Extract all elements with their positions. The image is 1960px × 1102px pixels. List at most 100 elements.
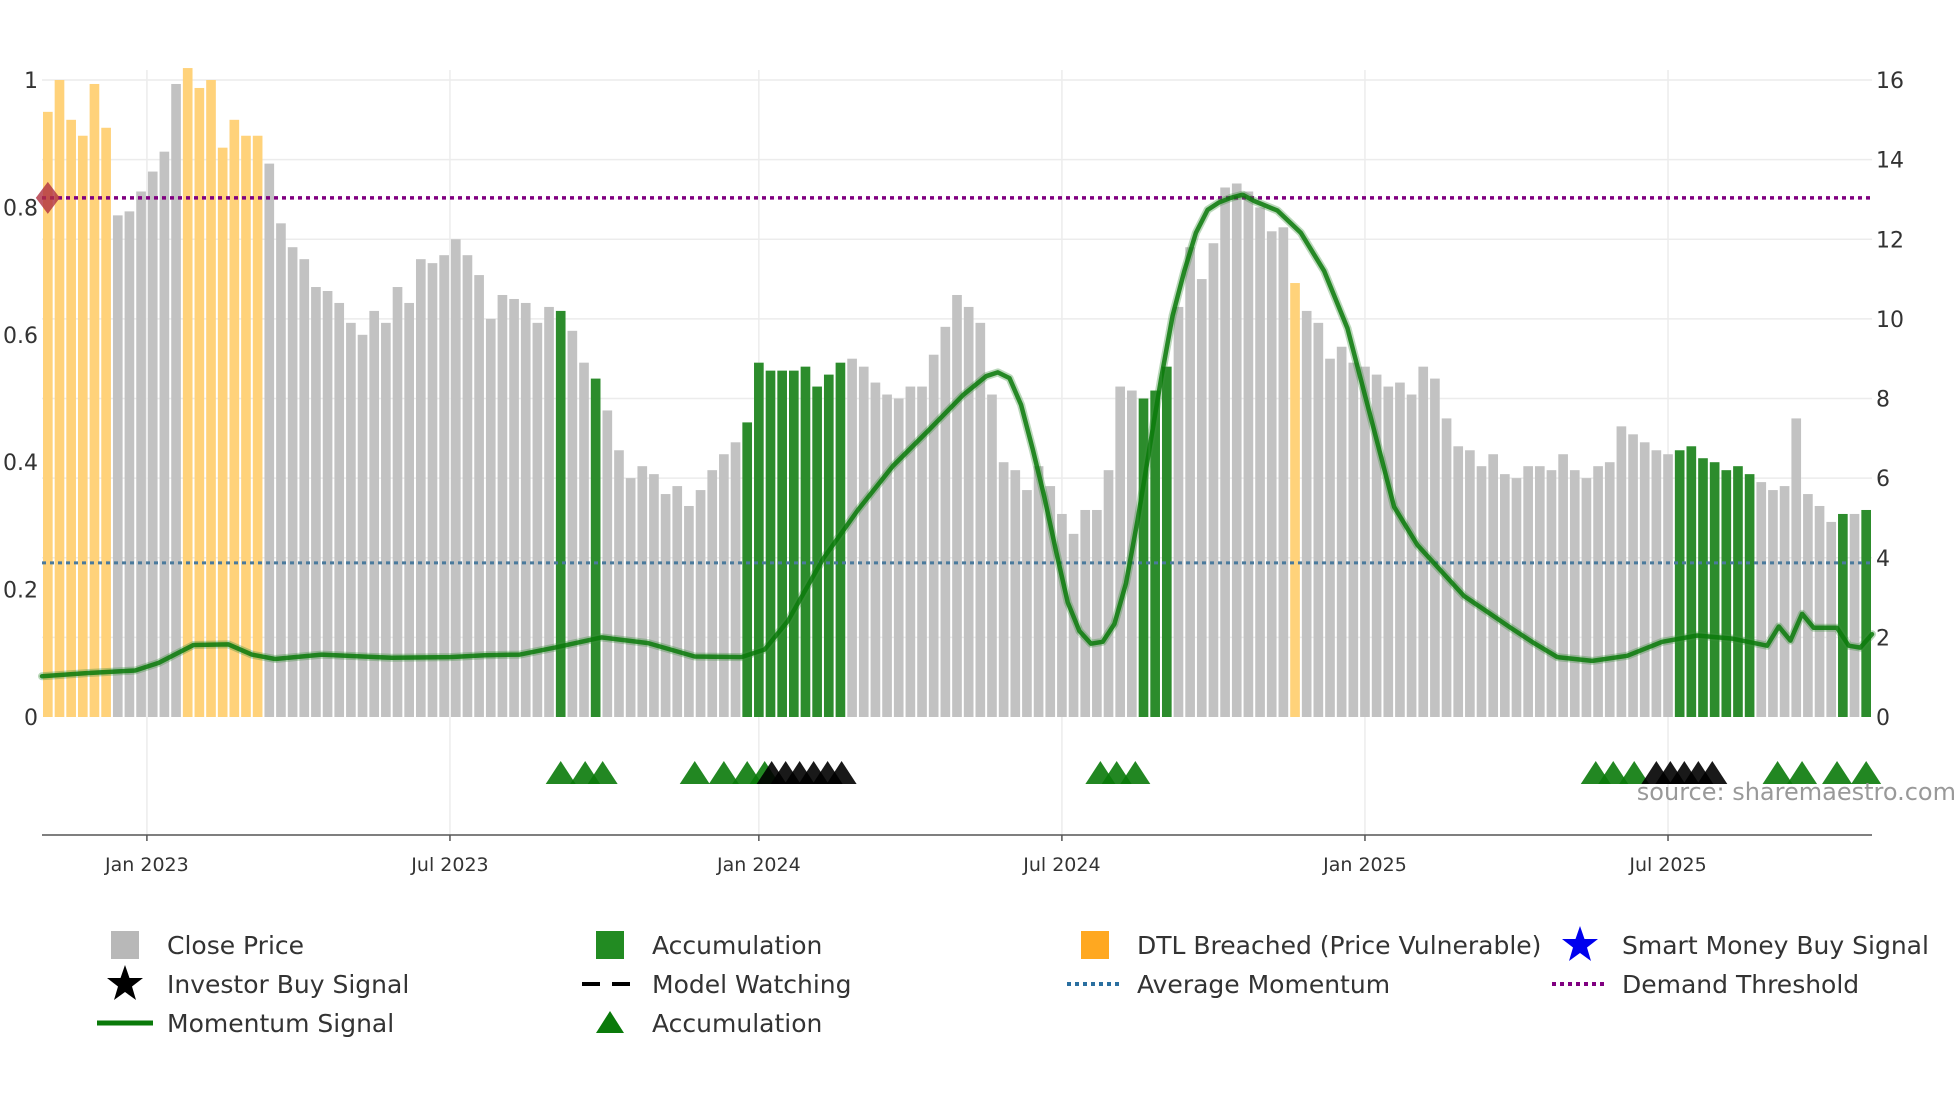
accumulation-bar [555,310,566,717]
price-bar [1301,310,1312,717]
legend-average-momentum-label: Average Momentum [1137,969,1391,999]
price-bar [684,505,694,717]
momentum-line-icon [97,1020,153,1026]
price-bar [1581,478,1592,718]
price-bar [1534,466,1545,717]
price-bar [1476,466,1487,717]
legend-momentum-signal: Momentum Signal [95,1005,394,1041]
accumulation-bar [1698,458,1708,717]
right-tick-label: 4 [1876,547,1890,572]
legend-accumulation-bar-label: Accumulation [652,930,823,960]
price-bar [1103,470,1114,717]
price-bar [1418,366,1429,717]
price-bar [1173,306,1184,717]
accumulation-bar [1744,474,1755,717]
left-tick-label: 1 [24,69,38,94]
price-bar [1208,243,1219,718]
x-tick-label: Jul 2024 [1022,854,1100,876]
dtl-bar [1290,283,1300,717]
price-bar [1243,191,1254,718]
legend-demand-threshold-label: Demand Threshold [1622,969,1860,999]
accumulation-bar [800,366,811,717]
accumulation-bar [1861,509,1871,717]
accumulation-bar [1709,462,1720,717]
x-tick-label: Jul 2023 [410,854,488,876]
accumulation-bar [777,370,787,717]
price-bar [1523,466,1533,717]
price-bar [1768,490,1778,717]
price-bar [1092,509,1102,717]
smart-money-star-icon [1562,926,1598,961]
price-bar [952,294,962,717]
dtl-bar [194,87,205,717]
price-bar [1430,378,1440,717]
price-bar [311,287,321,717]
accumulation-bar [1161,366,1172,717]
price-bar [509,298,519,717]
price-bar [357,334,368,717]
price-bar [276,223,286,717]
right-tick-label: 14 [1876,149,1904,174]
legend-smart-money-label: Smart Money Buy Signal [1622,930,1929,960]
source-label: source: sharemaestro.com [1636,778,1956,806]
accumulation-bar [835,362,846,717]
dtl-bar [101,127,111,717]
right-tick-label: 2 [1876,626,1890,651]
price-bar [1371,374,1382,717]
price-bar [427,263,438,717]
accumulation-bar [1150,390,1160,717]
price-bar [439,255,449,717]
accumulation-bar [590,378,601,717]
price-bar [1278,227,1289,717]
accumulation-bar [823,374,834,717]
price-bar [1336,346,1347,717]
price-bar [346,322,356,717]
price-bar [882,394,892,717]
momentum-signal-line [38,190,1876,681]
price-bar [707,470,718,717]
accumulation-marker [1619,761,1650,784]
price-bar [1756,482,1767,717]
legend-dtl-label: DTL Breached (Price Vulnerable) [1137,930,1542,960]
accumulation-bar [754,362,764,717]
x-tick-label: Jul 2025 [1628,854,1706,876]
price-bar [672,486,683,717]
price-bar [299,259,310,717]
momentum-line [39,192,1875,679]
price-bar [1791,418,1802,717]
model-watching-marker [1697,761,1728,784]
price-bar [567,330,578,717]
price-bar [264,163,275,718]
price-bar [649,474,659,717]
price-bar [1406,394,1417,717]
price-bar [1033,466,1044,717]
dtl-bar [182,68,193,717]
price-bar [1266,231,1277,718]
price-bar [1779,486,1790,717]
left-tick-label: 0.8 [3,196,38,221]
model-watching-dash-icon [582,982,638,986]
price-bar [1057,513,1067,717]
investor-star-icon [107,965,143,1000]
price-bar [159,151,170,717]
price-bar [963,306,974,717]
legend-accumulation-bar: Accumulation [580,927,822,963]
price-bar [928,354,939,717]
accumulation-bar [812,386,822,717]
price-bar [474,275,484,717]
dtl-bar [206,80,216,717]
price-bar [1395,382,1405,717]
accumulation-marker [1822,761,1853,784]
accumulation-marker [708,761,739,784]
dtl-swatch [1081,931,1109,959]
price-bar [1826,521,1837,717]
price-bar [1814,505,1825,717]
price-bar [1663,454,1673,717]
price-bar [893,398,904,717]
accumulation-bar [788,370,799,717]
accumulation-bar [1721,470,1732,717]
price-bar [136,191,146,718]
legend-model-watching: Model Watching [580,966,852,1002]
model-watching-marker [826,761,857,784]
